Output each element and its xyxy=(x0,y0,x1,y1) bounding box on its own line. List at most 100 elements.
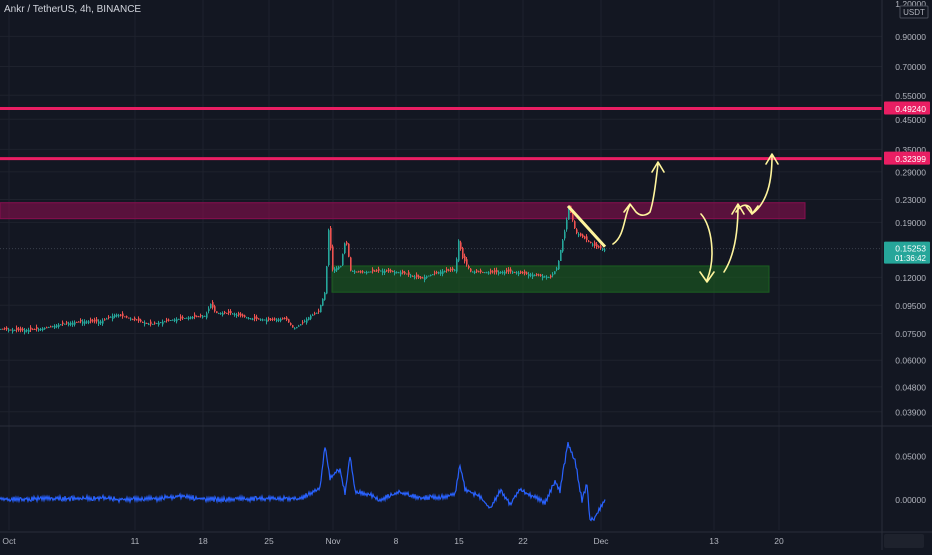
candle-body xyxy=(186,317,188,319)
candle-body xyxy=(232,313,234,315)
price-tick-label: 0.90000 xyxy=(895,32,926,42)
candle-body xyxy=(498,272,500,274)
candle-body xyxy=(68,323,70,325)
candle-body xyxy=(286,317,288,320)
candle-body xyxy=(550,275,552,278)
arrow-annotation-arrow-up[interactable] xyxy=(751,153,779,215)
current-price-label: 0.15253 xyxy=(895,244,926,254)
support-zone[interactable] xyxy=(331,265,770,293)
candle-body xyxy=(536,274,538,276)
candle-body xyxy=(364,272,366,274)
candle-body xyxy=(476,270,478,272)
candle-body xyxy=(246,317,248,319)
candle-body xyxy=(82,321,84,324)
candle-body xyxy=(546,276,548,279)
candle-body xyxy=(256,316,258,320)
candle-body xyxy=(34,329,36,331)
candle-body xyxy=(234,314,236,316)
resistance-zone[interactable] xyxy=(0,202,806,220)
price-tick-label: 0.12000 xyxy=(895,273,926,283)
candle-body xyxy=(86,321,88,323)
candle-body xyxy=(426,276,428,278)
candle-body xyxy=(168,319,170,321)
candle-body xyxy=(472,271,474,273)
candle-body xyxy=(430,274,432,276)
candle-body xyxy=(490,270,492,273)
candle-body xyxy=(274,318,276,320)
time-tick-label: Oct xyxy=(2,536,16,546)
candle-body xyxy=(582,234,584,238)
candle-body xyxy=(340,265,342,268)
price-tick-label: 0.23000 xyxy=(895,195,926,205)
candle-body xyxy=(438,272,440,274)
candle-body xyxy=(100,321,102,324)
level-price-label: 0.49240 xyxy=(895,104,926,114)
candle-body xyxy=(156,323,158,325)
price-tick-label: 0.09500 xyxy=(895,301,926,311)
price-tick-label: 0.35000 xyxy=(895,145,926,155)
candle-body xyxy=(36,327,38,330)
candle-body xyxy=(316,312,318,314)
candle-body xyxy=(228,311,230,314)
candle-body xyxy=(504,271,506,274)
candle-body xyxy=(602,248,604,250)
candle-body xyxy=(544,276,546,278)
candle-body xyxy=(434,272,436,274)
time-tick-label: Dec xyxy=(593,536,609,546)
candle-body xyxy=(26,329,28,332)
candle-body xyxy=(344,243,346,254)
time-tick-label: 18 xyxy=(198,536,208,546)
candle-body xyxy=(384,270,386,273)
candle-body xyxy=(480,270,482,272)
candle-body xyxy=(526,272,528,274)
candle-body xyxy=(32,328,34,330)
candle-body xyxy=(442,271,444,274)
candle-body xyxy=(38,329,40,331)
candle-body xyxy=(452,268,454,271)
candle-body xyxy=(62,322,64,325)
candle-body xyxy=(238,313,240,316)
candle-body xyxy=(188,317,190,320)
candle-body xyxy=(96,319,98,322)
candle-body xyxy=(516,272,518,274)
candle-body xyxy=(358,271,360,273)
price-tick-label: 0.06000 xyxy=(895,356,926,366)
candle-body xyxy=(200,315,202,317)
candle-body xyxy=(488,272,490,274)
candle-body xyxy=(330,228,332,249)
candle-body xyxy=(66,322,68,324)
candle-body xyxy=(144,322,146,325)
candle-body xyxy=(436,272,438,274)
candle-body xyxy=(78,321,80,323)
candle-body xyxy=(528,274,530,277)
candle-body xyxy=(270,318,272,321)
arrow-annotation-arrow-down[interactable] xyxy=(699,213,715,283)
candle-body xyxy=(378,268,380,271)
candle-body xyxy=(146,322,148,324)
candle-body xyxy=(132,319,134,321)
candle-body xyxy=(308,317,310,320)
candle-body xyxy=(220,313,222,315)
candle-body xyxy=(216,311,218,314)
candle-body xyxy=(352,270,354,272)
arrow-annotation-arrow-up[interactable] xyxy=(723,203,745,273)
candle-body xyxy=(484,272,486,274)
time-tick-label: 15 xyxy=(454,536,464,546)
candle-body xyxy=(454,269,456,271)
candle-body xyxy=(530,274,532,276)
candle-body xyxy=(242,314,244,317)
candle-body xyxy=(396,272,398,274)
trendline[interactable] xyxy=(566,204,607,248)
candle-body xyxy=(276,319,278,321)
candle-body xyxy=(398,272,400,274)
candle-body xyxy=(548,277,550,279)
arrow-annotation-arrow-up[interactable] xyxy=(612,161,665,245)
candle-body xyxy=(296,326,298,329)
candle-body xyxy=(356,271,358,273)
candle-body xyxy=(74,322,76,325)
candle-body xyxy=(592,244,594,246)
candle-body xyxy=(160,322,162,324)
candle-body xyxy=(154,322,156,324)
